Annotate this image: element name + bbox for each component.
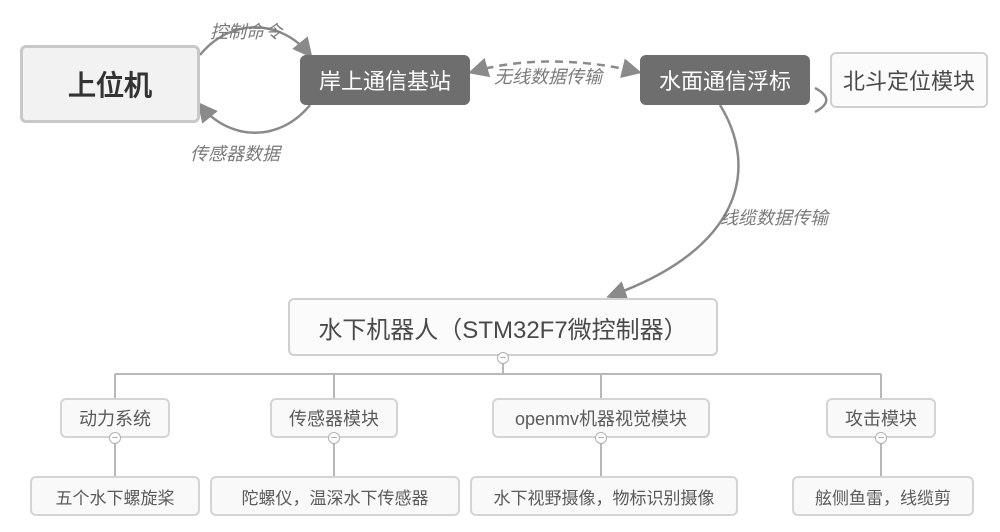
leaf-sensor-node: 陀螺仪，温深水下传感器 [210, 476, 460, 516]
collapse-icon: – [109, 432, 121, 444]
ctrl-cmd-label: 控制命令 [210, 18, 282, 44]
sensor-data-label: 传感器数据 [190, 140, 280, 166]
beidou-label: 北斗定位模块 [843, 64, 975, 96]
buoy-label: 水面通信浮标 [659, 64, 791, 96]
shore-label: 岸上通信基站 [319, 64, 451, 96]
leaf-vision-label: 水下视野摄像，物标识别摄像 [494, 484, 715, 509]
leaf-vision-node: 水下视野摄像，物标识别摄像 [470, 476, 738, 516]
collapse-icon: – [328, 432, 340, 444]
collapse-icon: – [595, 432, 607, 444]
sub-sensor-label: 传感器模块 [289, 405, 379, 431]
leaf-power-node: 五个水下螺旋桨 [30, 476, 200, 516]
buoy-node: 水面通信浮标 [640, 55, 810, 105]
sub-vision-label: openmv机器视觉模块 [515, 405, 687, 431]
leaf-power-label: 五个水下螺旋桨 [56, 484, 175, 509]
sub-power-label: 动力系统 [79, 405, 151, 431]
collapse-icon: – [497, 352, 509, 364]
collapse-icon: – [875, 432, 887, 444]
leaf-attack-node: 舷侧鱼雷，线缆剪 [792, 476, 974, 516]
shore-node: 岸上通信基站 [300, 55, 470, 105]
host-node: 上位机 [20, 45, 200, 123]
leaf-sensor-label: 陀螺仪，温深水下传感器 [242, 484, 429, 509]
cable-label: 线缆数据传输 [720, 204, 828, 230]
robot-label: 水下机器人（STM32F7微控制器） [318, 310, 687, 345]
wireless-label: 无线数据传输 [494, 63, 602, 89]
host-label: 上位机 [68, 64, 152, 104]
beidou-node: 北斗定位模块 [830, 52, 988, 108]
sub-attack-label: 攻击模块 [845, 405, 917, 431]
leaf-attack-label: 舷侧鱼雷，线缆剪 [815, 484, 951, 509]
robot-node: 水下机器人（STM32F7微控制器） [288, 298, 718, 356]
